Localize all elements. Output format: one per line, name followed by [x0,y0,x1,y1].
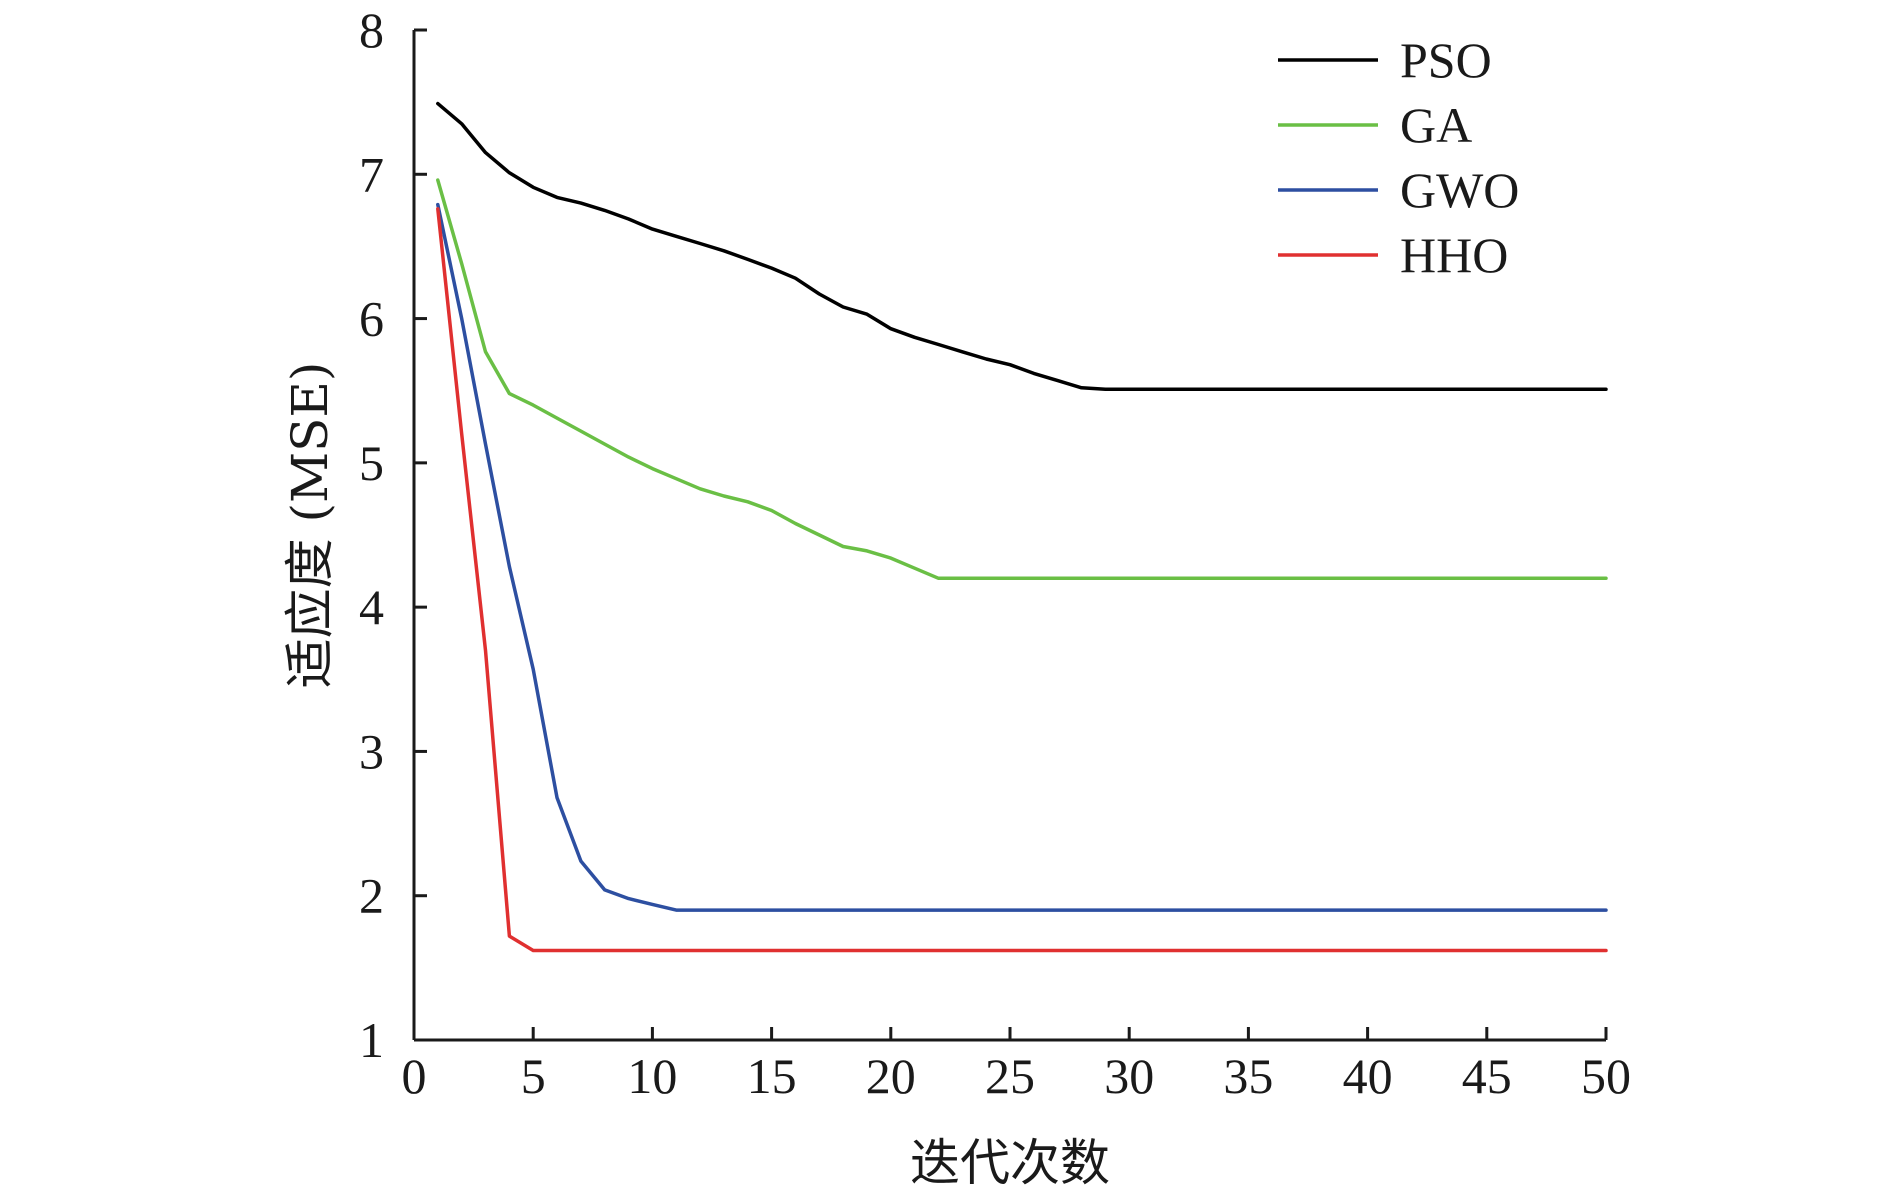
y-tick-label: 3 [359,723,384,779]
y-tick-label: 1 [359,1012,384,1068]
legend-item-hho: HHO [1278,227,1508,283]
legend: PSO GA GWO HHO [1278,32,1519,283]
legend-item-gwo: GWO [1278,162,1519,218]
legend-label: PSO [1400,32,1492,88]
y-tick-label: 7 [359,146,384,202]
x-tick-label: 5 [521,1048,546,1104]
x-tick-label: 20 [866,1048,916,1104]
legend-item-ga: GA [1278,97,1472,153]
y-tick-label: 8 [359,2,384,58]
y-tick-label: 5 [359,435,384,491]
x-tick-label: 50 [1581,1048,1631,1104]
legend-label: GA [1400,97,1472,153]
x-axis-ticks: 0 5 10 15 20 25 30 35 40 45 50 [402,1027,1631,1104]
x-tick-label: 25 [985,1048,1035,1104]
x-tick-label: 35 [1223,1048,1273,1104]
x-tick-label: 40 [1343,1048,1393,1104]
x-tick-label: 30 [1104,1048,1154,1104]
series-layer [436,101,1608,953]
x-tick-label: 10 [627,1048,677,1104]
series-line-pso [436,101,1608,392]
y-tick-label: 2 [359,868,384,924]
x-axis-title: 迭代次数 [910,1134,1110,1191]
series-line-hho [436,207,1608,953]
x-tick-label: 0 [402,1048,427,1104]
y-tick-label: 4 [359,579,384,635]
y-tick-label: 6 [359,291,384,347]
series-line-gwo [436,202,1608,912]
legend-item-pso: PSO [1278,32,1492,88]
legend-label: GWO [1400,162,1519,218]
y-axis-title: 适应度 (MSE) [281,362,339,689]
legend-label: HHO [1400,227,1508,283]
x-tick-label: 45 [1462,1048,1512,1104]
y-axis-ticks: 1 2 3 4 5 6 7 8 [359,2,427,1068]
x-tick-label: 15 [747,1048,797,1104]
series-line-ga [436,178,1608,581]
